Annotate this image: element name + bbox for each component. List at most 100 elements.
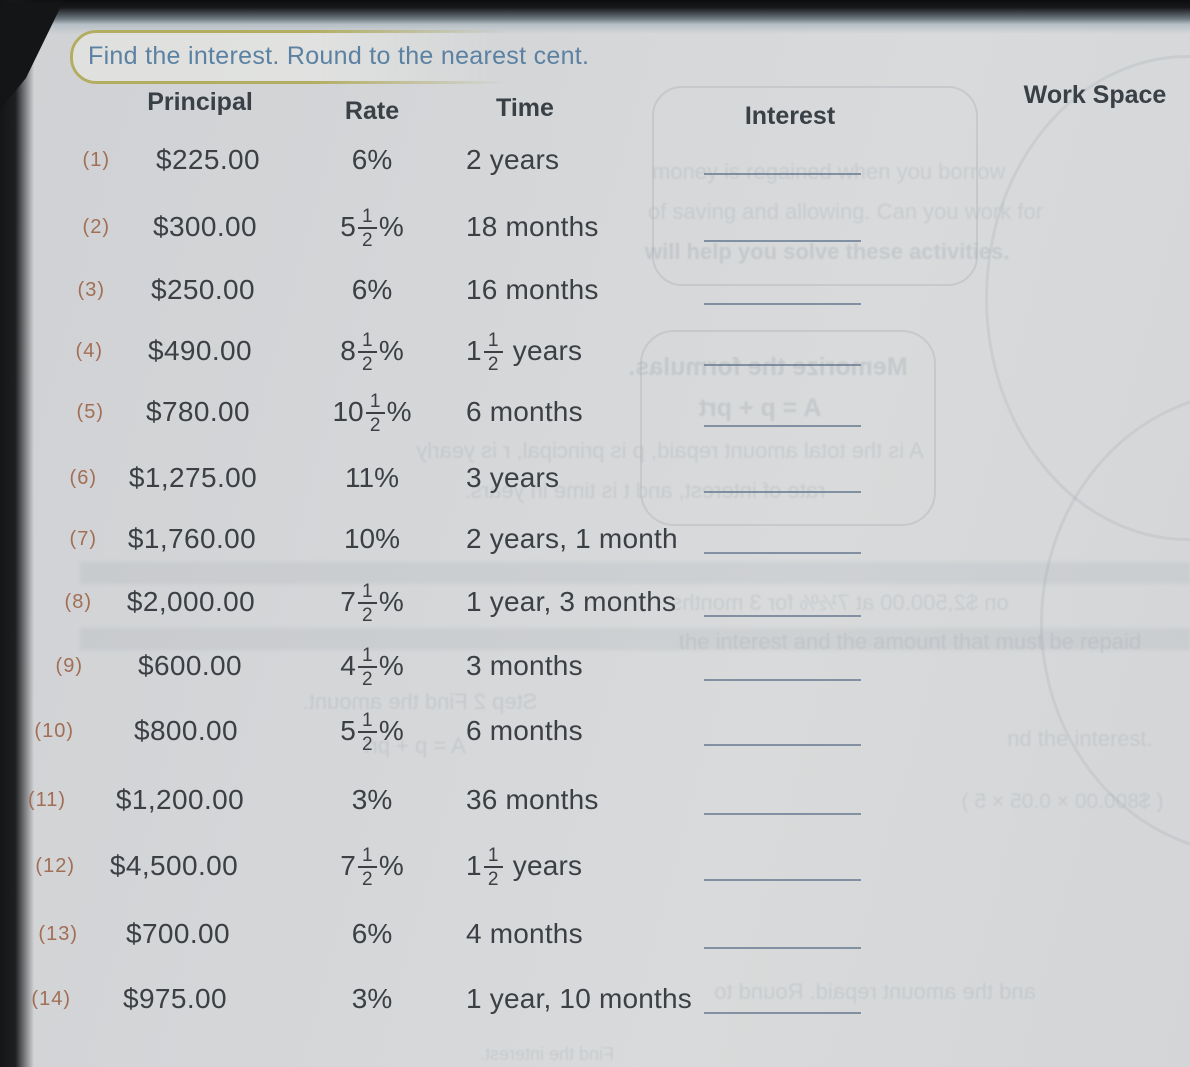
principal-value: $780.00 — [145, 396, 250, 427]
problem-number: (14) — [31, 988, 71, 1010]
time-value: 1 year, 3 months — [466, 586, 677, 617]
interest-blank-line — [704, 173, 861, 175]
table-row: (6) $1,275.00 11% 3 years — [0, 462, 1190, 493]
time-value: 36 months — [466, 784, 599, 815]
column-header-work-space: Work Space — [1023, 81, 1167, 109]
principal-value: $975.00 — [122, 983, 227, 1014]
bleed-through-text: A is the total amount repaid, p is princ… — [416, 438, 924, 463]
principal-value: $1,760.00 — [127, 523, 257, 554]
interest-blank-line — [704, 425, 861, 427]
photo-edge-corner — [0, 0, 64, 110]
table-row: (3) $250.00 6% 16 months — [0, 274, 1190, 305]
rate-value: 10 1 2% — [332, 391, 412, 436]
interest-blank-line — [704, 364, 861, 366]
interest-blank-line — [704, 947, 861, 949]
bleed-through-text: Find the interest. — [479, 1044, 615, 1064]
interest-blank-line — [704, 303, 861, 305]
interest-blank-line — [704, 1012, 861, 1014]
principal-value: $2,000.00 — [126, 586, 256, 617]
table-row: (5) $780.00 10 1 2% 6 months — [0, 391, 1190, 436]
table-row: (1) $225.00 6% 2 years — [0, 144, 1190, 175]
interest-blank-line — [704, 615, 861, 617]
table-row: (12) $4,500.00 7 1 2% 1 1 2 years — [0, 845, 1190, 890]
principal-value: $490.00 — [147, 335, 252, 366]
column-header-rate: Rate — [344, 97, 400, 125]
principal-value: $600.00 — [137, 650, 242, 681]
interest-blank-line — [704, 744, 861, 746]
principal-value: $300.00 — [152, 211, 257, 242]
time-value: 3 months — [466, 650, 583, 681]
problem-number: (13) — [38, 923, 78, 945]
interest-blank-line — [704, 679, 861, 681]
problem-number: (6) — [69, 467, 97, 489]
problem-number: (5) — [76, 401, 104, 423]
interest-blank-line — [704, 491, 861, 493]
problem-number: (1) — [82, 149, 110, 171]
time-value: 18 months — [466, 211, 599, 242]
principal-value: $250.00 — [150, 274, 255, 305]
rate-value: 6% — [351, 144, 393, 175]
photo-edge-top — [0, 0, 1190, 34]
time-value: 2 years, 1 month — [466, 523, 678, 554]
problem-number: (12) — [35, 855, 75, 877]
principal-value: $1,200.00 — [115, 784, 245, 815]
problem-number: (2) — [82, 216, 110, 238]
principal-value: $1,275.00 — [128, 462, 258, 493]
principal-value: $700.00 — [125, 918, 230, 949]
column-header-principal: Principal — [147, 88, 253, 116]
problem-number: (4) — [75, 340, 103, 362]
problem-number: (10) — [34, 720, 74, 742]
table-row: (9) $600.00 4 1 2% 3 months — [0, 646, 1190, 689]
column-header-interest: Interest — [744, 102, 836, 130]
time-value: 4 months — [466, 918, 583, 949]
table-row: (4) $490.00 8 1 2% 1 1 2 years — [0, 330, 1190, 375]
problem-number: (3) — [77, 279, 105, 301]
page-title: Find the interest. Round to the nearest … — [88, 42, 590, 70]
problem-number: (7) — [69, 528, 97, 550]
table-row: (13) $700.00 6% 4 months — [0, 918, 1190, 949]
rate-value: 11% — [345, 462, 399, 493]
interest-blank-line — [704, 240, 861, 242]
principal-value: $800.00 — [133, 715, 238, 746]
interest-blank-line — [704, 879, 861, 881]
rate-value: 8 1 2% — [340, 330, 404, 375]
press-band — [80, 628, 1190, 650]
interest-blank-line — [704, 552, 861, 554]
bleed-through-text: Step 2 Find the amount. — [302, 689, 538, 714]
table-row: (8) $2,000.00 7 1 2% 1 year, 3 months — [0, 581, 1190, 626]
rate-value: 7 1 2% — [340, 581, 404, 626]
problem-number: (11) — [27, 789, 66, 811]
table-row: (14) $975.00 3% 1 year, 10 months — [0, 983, 1190, 1014]
principal-value: $4,500.00 — [109, 850, 239, 881]
rate-value: 10% — [343, 523, 401, 554]
time-value: 1 year, 10 months — [466, 983, 692, 1014]
time-value: 2 years — [466, 144, 560, 175]
time-value: 6 months — [466, 715, 583, 746]
time-value: 3 years — [466, 462, 560, 493]
rate-value: 3% — [351, 784, 393, 815]
time-value: 16 months — [466, 274, 599, 305]
time-value: 6 months — [466, 396, 583, 427]
problem-number: (8) — [64, 591, 92, 613]
column-header-time: Time — [496, 94, 554, 122]
title-highlight — [70, 30, 532, 84]
rate-value: 5 1 2% — [340, 206, 404, 251]
rate-value: 3% — [351, 983, 393, 1014]
press-band — [80, 562, 1190, 584]
table-row: (11) $1,200.00 3% 36 months — [0, 784, 1190, 815]
table-row: (7) $1,760.00 10% 2 years, 1 month — [0, 523, 1190, 554]
table-row: (10) $800.00 5 1 2% 6 months — [0, 710, 1190, 755]
rate-value: 5 1 2% — [340, 710, 404, 755]
rate-value: 6% — [351, 918, 393, 949]
rate-value: 7 1 2% — [340, 845, 404, 890]
